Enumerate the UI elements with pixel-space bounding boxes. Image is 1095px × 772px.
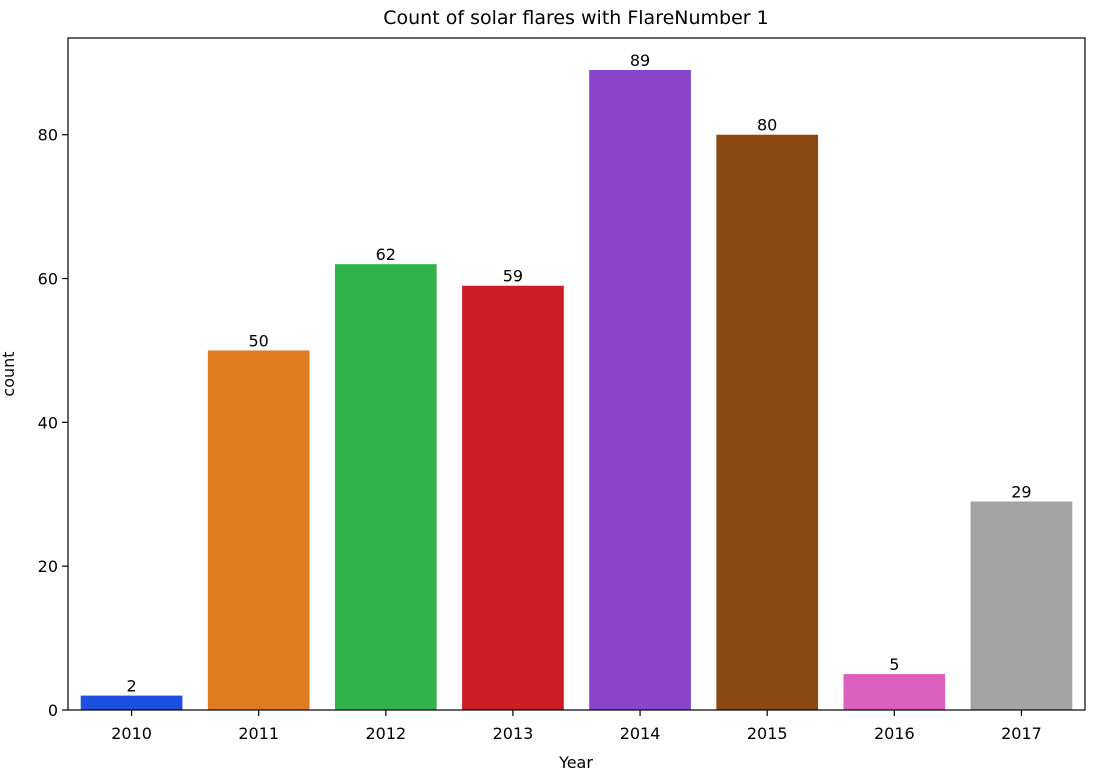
data-label-2017: 29	[1011, 482, 1031, 501]
y-axis-label: count	[0, 351, 18, 396]
data-label-2016: 5	[889, 655, 899, 674]
data-labels-group: 2 50 62 59 89 80 5 29	[126, 51, 1031, 696]
x-tick-label-2016: 2016	[874, 724, 915, 743]
bars-group	[80, 70, 1073, 710]
x-axis-label: Year	[558, 753, 593, 772]
x-tick-label-2012: 2012	[365, 724, 406, 743]
bar-2014	[589, 70, 691, 710]
data-label-2013: 59	[503, 267, 523, 286]
data-label-2010: 2	[126, 677, 136, 696]
y-tick-label-80: 80	[38, 126, 58, 145]
bar-2015	[716, 134, 819, 710]
x-tick-label-2014: 2014	[620, 724, 661, 743]
data-label-2011: 50	[249, 331, 269, 350]
y-tick-label-60: 60	[38, 270, 58, 289]
y-tick-label-0: 0	[48, 701, 58, 720]
plot-frame	[67, 37, 1086, 711]
x-tick-label-2011: 2011	[238, 724, 279, 743]
data-label-2012: 62	[376, 245, 396, 264]
bar-2017	[970, 501, 1073, 710]
bar-2011	[207, 350, 310, 710]
x-tick-label-2010: 2010	[111, 724, 152, 743]
x-tick-label-2017: 2017	[1001, 724, 1042, 743]
x-tick-label-2013: 2013	[493, 724, 534, 743]
y-tick-label-20: 20	[38, 557, 58, 576]
data-label-2014: 89	[630, 51, 650, 70]
data-label-2015: 80	[757, 116, 777, 135]
y-tick-label-40: 40	[38, 413, 58, 432]
bar-2013	[462, 285, 564, 710]
x-tick-label-2015: 2015	[747, 724, 788, 743]
bar-2012	[334, 264, 437, 710]
x-axis-ticks: 2010 2011 2012 2013 2014 2015 2016 2017	[111, 710, 1042, 743]
y-axis-ticks: 0 20 40 60 80	[38, 126, 68, 720]
chart-title: Count of solar flares with FlareNumber 1	[383, 7, 768, 29]
bar-2016	[843, 674, 946, 710]
bar-2010	[80, 695, 183, 710]
